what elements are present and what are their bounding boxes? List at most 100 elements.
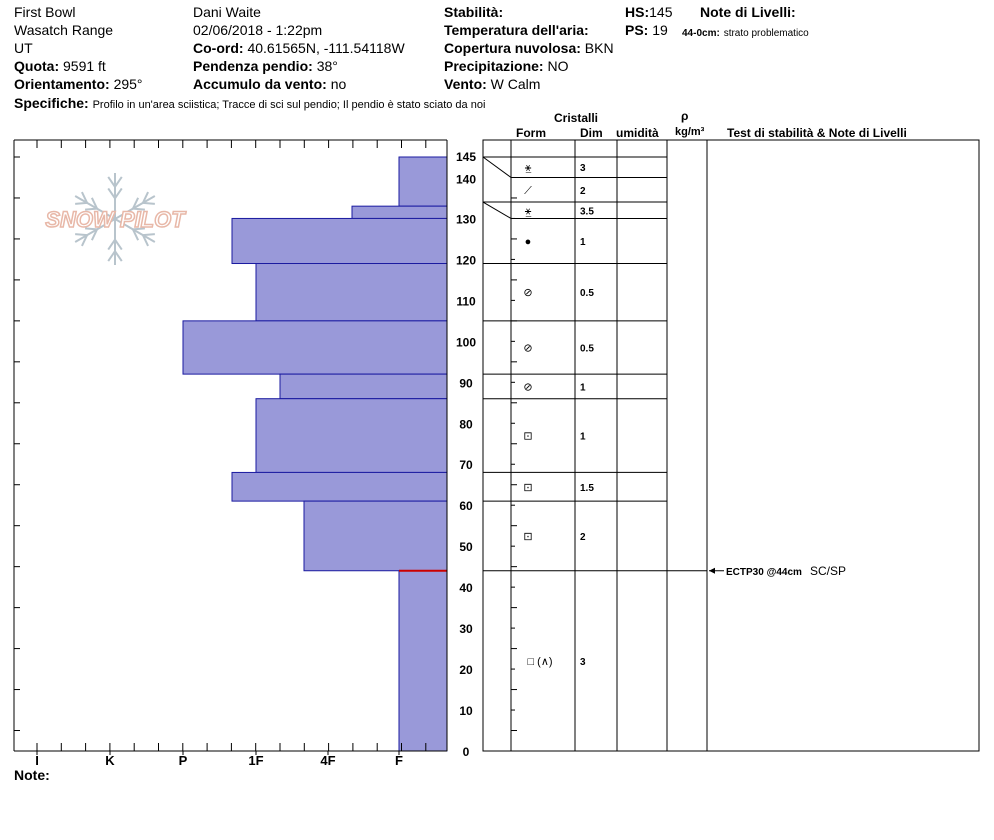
density-symbol: ρ (681, 109, 689, 123)
snowflake-arm (114, 218, 156, 243)
hardness-label-I: I (35, 753, 39, 768)
snowflake-branch (142, 201, 155, 205)
layer-connector (482, 201, 512, 219)
hardness-label-1F: 1F (248, 753, 263, 768)
coord-value: 40.61565N, -111.54118W (247, 40, 405, 56)
stability-notes-header: Test di stabilità & Note di Livelli (727, 126, 907, 140)
slope-label: Pendenza pendio: (193, 58, 313, 74)
crystal-form-2: ⚹̲ (525, 205, 532, 217)
size-header: Dim (580, 126, 603, 140)
crystal-size-8: 1.5 (580, 483, 594, 494)
hardness-label-4F: 4F (320, 753, 335, 768)
snowpilot-logo: SNOW PILOT (45, 173, 187, 265)
snowflake-branch (132, 207, 145, 211)
snowflake-branch (90, 197, 98, 210)
wind-loading: Accumulo da vento: no (193, 76, 346, 92)
precipitation: Precipitazione: NO (444, 58, 568, 74)
snowflake-branch (132, 227, 145, 231)
crystal-size-3: 1 (580, 237, 586, 248)
crystal-size-5: 0.5 (580, 343, 594, 354)
hardness-bar-9 (398, 570, 448, 752)
snowflake-branch (107, 250, 116, 262)
depth-label-30: 30 (459, 622, 473, 636)
elevation: Quota: 9591 ft (14, 58, 106, 74)
layer-connector (482, 156, 512, 178)
hs: HS:145 (625, 4, 672, 20)
crystal-form-6: ⊘ (523, 381, 532, 393)
layer-note: 44-0cm: strato problematico (682, 23, 809, 42)
stability-test-label: ECTP30 @44cm (726, 567, 802, 578)
crystal-form-0: ⚹̲ (525, 162, 532, 174)
datetime: 02/06/2018 - 1:22pm (193, 22, 323, 38)
hardness-bar-6 (255, 398, 448, 473)
depth-label-140: 140 (456, 172, 476, 186)
snowflake-branch (107, 176, 116, 188)
snowflake-branch (75, 201, 88, 205)
ps-label: PS: (625, 22, 649, 38)
depth-label-100: 100 (456, 335, 476, 349)
aspect-value: 295° (113, 76, 143, 92)
specifics: Specifiche: Profilo in un'area sciistica… (14, 95, 485, 113)
specifics-label: Specifiche: (14, 95, 89, 111)
depth-label-10: 10 (459, 704, 473, 718)
crystal-size-2: 3.5 (580, 206, 594, 217)
crystal-size-7: 1 (580, 432, 586, 443)
ps-value: 19 (652, 22, 668, 38)
aspect: Orientamento: 295° (14, 76, 143, 92)
snowflake-arm (74, 218, 116, 243)
snowflake-branch (81, 191, 89, 204)
layer-notes-label: Note di Livelli: (700, 4, 796, 20)
snowflake-branch (107, 239, 116, 251)
location: First Bowl (14, 4, 76, 20)
snowflake-branch (141, 234, 149, 247)
hardness-bar-8 (303, 500, 448, 572)
crystal-size-6: 1 (580, 382, 586, 393)
hardness-label-K: K (105, 753, 115, 768)
elevation-label: Quota: (14, 58, 60, 74)
crystal-form-10: □ (∧) (527, 656, 552, 668)
cloud-cover: Copertura nuvolosa: BKN (444, 40, 614, 56)
hardness-bar-4 (182, 320, 448, 375)
snowflake-branch (85, 227, 98, 231)
snowflake-branch (81, 234, 89, 247)
ps: PS: 19 (625, 22, 668, 38)
hardness-bar-3 (255, 263, 448, 322)
moisture-header: umidità (616, 126, 659, 140)
wind-value: W Calm (490, 76, 541, 92)
table-frame (482, 139, 980, 752)
crystal-form-3: ● (525, 236, 532, 248)
slope: Pendenza pendio: 38° (193, 58, 338, 74)
layer-note-text: strato problematico (723, 28, 809, 39)
range: Wasatch Range (14, 22, 114, 38)
precip-value: NO (547, 58, 569, 74)
stability: Stabilità: (444, 4, 503, 20)
hs-label: HS: (625, 4, 650, 20)
hardness-bar-7 (231, 471, 448, 502)
crystal-size-9: 2 (580, 532, 586, 543)
depth-label-70: 70 (459, 458, 473, 472)
depth-label-60: 60 (459, 499, 473, 513)
hardness-label-P: P (179, 753, 188, 768)
coord-label: Co-ord: (193, 40, 244, 56)
snowflake-branch (141, 191, 149, 204)
snowflake-branch (142, 233, 155, 237)
snowflake-branch (114, 250, 123, 262)
coordinates: Co-ord: 40.61565N, -111.54118W (193, 40, 405, 56)
crystal-form-1: ⟋ (524, 185, 532, 197)
wind-loading-value: no (330, 76, 347, 92)
cloud-value: BKN (584, 40, 614, 56)
form-header: Form (516, 126, 546, 140)
hardness-bar-0 (398, 156, 448, 207)
elevation-value: 9591 ft (63, 58, 106, 74)
logo-text: SNOW PILOT (45, 207, 186, 232)
crystal-form-8: ⊡ (523, 482, 532, 494)
crystal-size-1: 2 (580, 186, 586, 197)
wind-loading-label: Accumulo da vento: (193, 76, 327, 92)
depth-label-50: 50 (459, 540, 473, 554)
snowflake-branch (114, 239, 123, 251)
snowflake-branch (107, 187, 116, 199)
snowflake-branch (75, 233, 88, 237)
wind-label: Vento: (444, 76, 487, 92)
snowflake-branch (132, 228, 140, 241)
